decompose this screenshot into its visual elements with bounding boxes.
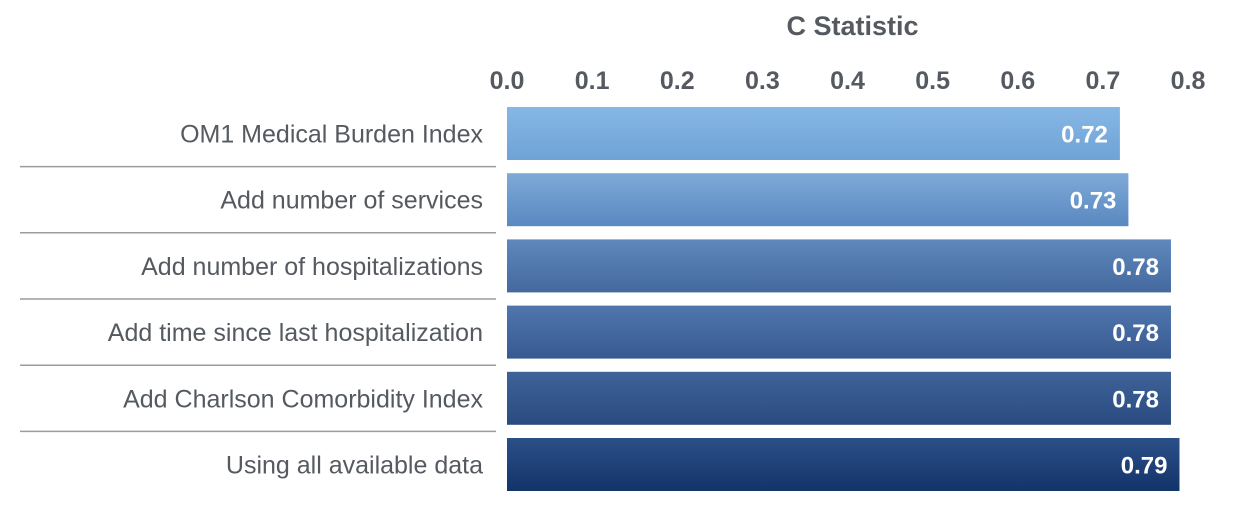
x-tick-label: 0.8	[1171, 67, 1206, 95]
bar-row: Add number of services 0.73	[20, 173, 1129, 234]
x-tick-label: 0.6	[1000, 67, 1035, 95]
bar-value-label: 0.73	[1070, 188, 1117, 215]
bar-row: Add Charlson Comorbidity Index 0.78	[20, 371, 1171, 433]
bar	[507, 107, 1120, 160]
x-tick-label: 0.1	[575, 67, 610, 95]
bar-rows: OM1 Medical Burden Index 0.72 Add number o…	[20, 107, 1180, 491]
bar	[507, 371, 1171, 425]
category-label: Add number of hospitalizations	[141, 253, 483, 281]
x-tick-label: 0.2	[660, 67, 695, 95]
category-label: Add time since last hospitalization	[108, 319, 483, 347]
x-tick-label: 0.7	[1085, 67, 1120, 95]
category-label: Add number of services	[220, 187, 483, 215]
bar-row: Add number of hospitalizations 0.78	[20, 239, 1171, 300]
bar-value-label: 0.78	[1112, 386, 1159, 413]
category-label: OM1 Medical Burden Index	[180, 121, 483, 149]
category-label: Add Charlson Comorbidity Index	[123, 385, 483, 413]
category-label: Using all available data	[226, 452, 483, 480]
bar-value-label: 0.79	[1121, 453, 1168, 480]
bar-row: Add time since last hospitalization 0.78	[20, 305, 1171, 366]
x-tick-label: 0.0	[490, 67, 525, 95]
x-axis-ticks: 0.0 0.1 0.2 0.3 0.4 0.5 0.6 0.7 0.8	[490, 67, 1206, 95]
bar-value-label: 0.78	[1112, 254, 1159, 281]
bar	[507, 438, 1180, 491]
x-tick-label: 0.3	[745, 67, 780, 95]
bar-row: Using all available data 0.79	[226, 438, 1180, 491]
x-tick-label: 0.4	[830, 67, 865, 95]
bar-row: OM1 Medical Burden Index 0.72	[20, 107, 1120, 168]
bar-value-label: 0.72	[1061, 122, 1108, 149]
bar	[507, 173, 1129, 227]
bar-value-label: 0.78	[1112, 320, 1159, 347]
x-axis-title: C Statistic	[786, 11, 918, 41]
bar	[507, 239, 1171, 293]
bar	[507, 305, 1171, 359]
x-tick-label: 0.5	[915, 67, 950, 95]
